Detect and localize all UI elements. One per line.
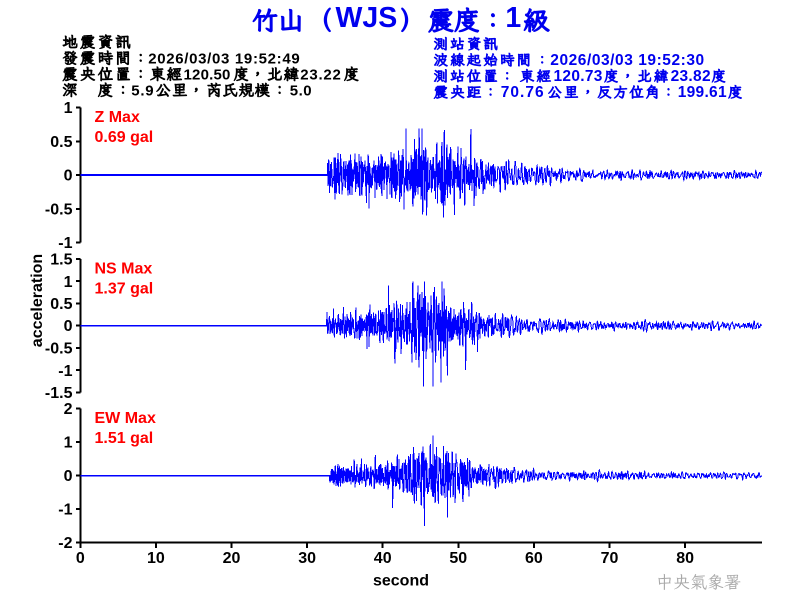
svg-text:NS Max: NS Max — [95, 261, 153, 278]
svg-text:0: 0 — [64, 318, 73, 335]
svg-text:1.51 gal: 1.51 gal — [95, 430, 154, 447]
svg-text:1: 1 — [64, 274, 73, 291]
svg-text:0: 0 — [76, 550, 85, 567]
svg-text:0.69 gal: 0.69 gal — [95, 129, 154, 146]
svg-text:1: 1 — [64, 435, 73, 452]
svg-text:1.37 gal: 1.37 gal — [95, 281, 154, 298]
svg-text:-0.5: -0.5 — [45, 201, 73, 218]
svg-text:5.9: 5.9 — [131, 82, 154, 99]
svg-text:1: 1 — [505, 2, 521, 34]
svg-text:2026/03/03 19:52:30: 2026/03/03 19:52:30 — [550, 52, 704, 69]
svg-text:10: 10 — [147, 550, 165, 567]
svg-text:40: 40 — [374, 550, 392, 567]
svg-text:20: 20 — [223, 550, 241, 567]
svg-text:70.76: 70.76 — [501, 84, 545, 101]
svg-text:120.50: 120.50 — [184, 66, 231, 83]
svg-text:5.0: 5.0 — [290, 82, 313, 99]
svg-text:-1: -1 — [58, 502, 72, 519]
svg-text:2026/03/03 19:52:49: 2026/03/03 19:52:49 — [148, 50, 300, 67]
svg-text:2: 2 — [64, 401, 73, 418]
svg-text:0.5: 0.5 — [50, 296, 72, 313]
svg-text:Z Max: Z Max — [95, 109, 140, 126]
svg-text:0: 0 — [64, 168, 73, 185]
svg-text:0.5: 0.5 — [50, 134, 72, 151]
svg-text:-1: -1 — [58, 235, 72, 252]
svg-text:EW Max: EW Max — [95, 410, 156, 427]
svg-text:30: 30 — [298, 550, 316, 567]
svg-text:23.22: 23.22 — [300, 66, 341, 83]
svg-text:199.61: 199.61 — [678, 84, 727, 101]
svg-text:60: 60 — [525, 550, 543, 567]
svg-text:70: 70 — [601, 550, 619, 567]
svg-text:80: 80 — [676, 550, 694, 567]
svg-text:1.5: 1.5 — [50, 252, 72, 269]
svg-text:23.82: 23.82 — [671, 68, 711, 85]
svg-text:acceleration: acceleration — [29, 254, 46, 347]
svg-text:0: 0 — [64, 468, 73, 485]
svg-text:second: second — [373, 573, 429, 590]
svg-text:50: 50 — [449, 550, 467, 567]
svg-text:1: 1 — [64, 100, 73, 117]
svg-text:-1: -1 — [58, 363, 72, 380]
svg-text:-0.5: -0.5 — [45, 341, 73, 358]
svg-text:-2: -2 — [58, 535, 72, 552]
svg-text:120.73: 120.73 — [554, 68, 603, 85]
svg-text:WJS: WJS — [336, 2, 398, 34]
svg-text:-1.5: -1.5 — [45, 385, 73, 402]
